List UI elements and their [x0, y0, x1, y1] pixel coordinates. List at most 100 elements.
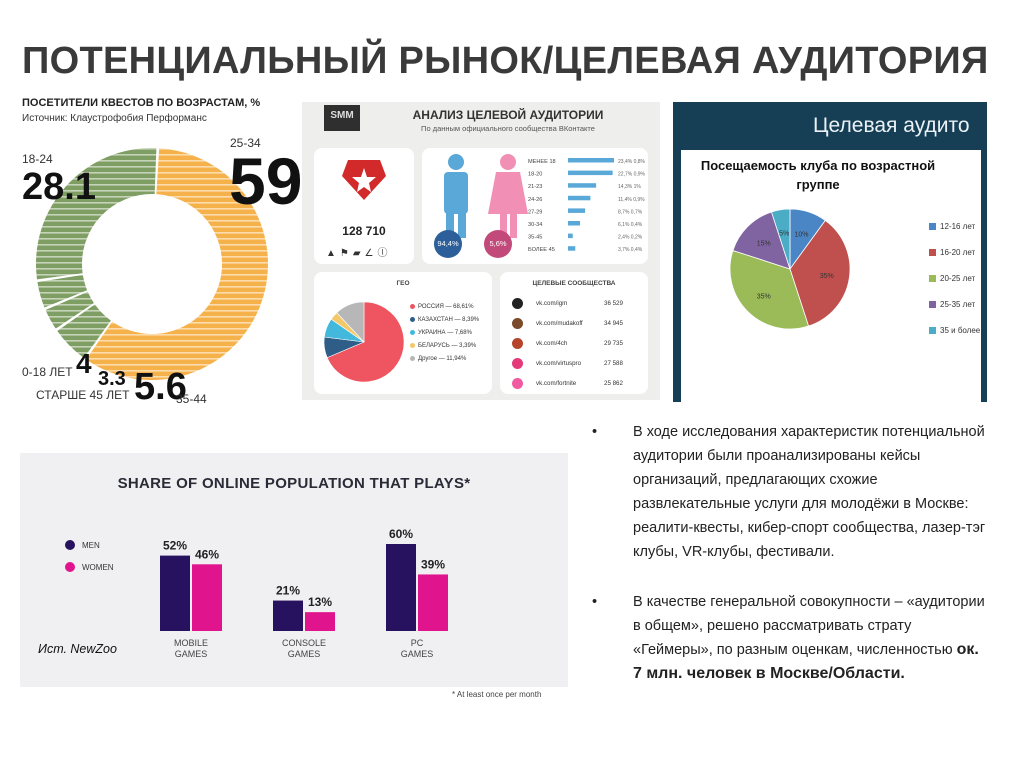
geo-legend-swatch	[410, 304, 415, 309]
community-avatar-icon	[512, 338, 523, 349]
geo-legend-item: БЕЛАРУСЬ — 3,39%	[410, 343, 492, 349]
share-footnote: * At least once per month	[452, 690, 542, 699]
community-avatar-icon	[512, 298, 523, 309]
age-bar-value: 8,7% 0,7%	[618, 209, 643, 215]
smm-audience-panel: SMM АНАЛИЗ ЦЕЛЕВОЙ АУДИТОРИИ По данным о…	[302, 102, 660, 400]
community-row: vk.com/4ch 29 735	[508, 334, 644, 354]
geo-pie-chart	[323, 301, 405, 383]
club-caption-line: население города, которое имеет доход св…	[729, 374, 957, 386]
geo-legend-item: Другое — 11,94%	[410, 356, 492, 362]
geo-card: ГЕО РОССИЯ — 68,61% КАЗАХСТАН — 8,39% УКРА…	[314, 272, 492, 394]
geo-legend-label: УКРАИНА — 7,68%	[418, 330, 472, 337]
share-legend-swatch	[65, 540, 75, 550]
female-head-icon	[500, 154, 516, 170]
community-avatar-icon	[512, 358, 523, 369]
club-legend-swatch	[929, 327, 936, 335]
age-bar-value: 23,4% 0,8%	[618, 159, 646, 165]
age-bar-label: МЕНЕЕ 18	[528, 159, 556, 165]
share-bar-value: 13%	[308, 595, 332, 609]
share-category-label: MOBILE	[174, 638, 208, 648]
age-bar	[568, 183, 597, 188]
geo-slice-4	[336, 301, 365, 343]
donut-value-25-34: 59	[229, 144, 303, 218]
share-bar-value: 60%	[389, 527, 413, 541]
club-heading: Целевая аудито	[813, 114, 970, 137]
donut-value-0-18: 4	[76, 348, 92, 379]
slide-title: ПОТЕНЦИАЛЬНЫЙ РЫНОК/ЦЕЛЕВАЯ АУДИТОРИЯ	[22, 40, 989, 82]
club-pie-label: 35%	[757, 293, 771, 300]
community-avatar-icon	[512, 378, 523, 389]
share-category-label: CONSOLE	[282, 638, 326, 648]
team-logo-icon	[342, 160, 386, 200]
age-bar-label: 24-26	[528, 197, 542, 203]
age-bar-value: 11,4% 0,9%	[618, 197, 645, 203]
community-row: vk.com/fortnite 25 862	[508, 374, 644, 394]
age-bar-label: 18-20	[528, 172, 542, 178]
geo-title: ГЕО	[396, 280, 410, 287]
club-caption-line: и дети, поэтому эта игра столь популярна…	[729, 353, 962, 365]
club-caption: Как мы видим, фактически в лазертаг игра…	[729, 328, 987, 391]
male-body-icon	[444, 172, 468, 214]
geo-legend-label: РОССИЯ — 68,61%	[418, 304, 474, 311]
club-legend-label: 12-16 лет	[940, 222, 976, 231]
share-bar-value: 39%	[421, 557, 445, 571]
club-pie-label: 5%	[779, 230, 789, 237]
share-bar	[386, 544, 416, 631]
online-share-panel: SHARE OF ONLINE POPULATION THAT PLAYS* M…	[20, 453, 568, 687]
age-bar-value: 2,4% 0,2%	[618, 235, 643, 241]
bullet-text: В качестве генеральной совокупности – «а…	[633, 594, 985, 658]
geo-slice-0	[326, 301, 405, 383]
geo-legend-item: РОССИЯ — 68,61%	[410, 304, 492, 310]
club-legend-label: 25-35 лет	[940, 300, 976, 309]
donut-chart-title: ПОСЕТИТЕЛИ КВЕСТОВ ПО ВОЗРАСТАМ, %	[22, 97, 261, 109]
community-row: vk.com/igm 36 529	[508, 294, 644, 314]
age-bar-value: 22,7% 0,9%	[618, 172, 646, 178]
geo-legend-label: КАЗАХСТАН — 8,39%	[418, 317, 480, 324]
geo-legend-swatch	[410, 330, 415, 336]
donut-value-35-44: 5.6	[134, 366, 187, 408]
community-row: vk.com/virtuspro 27 588	[508, 354, 644, 374]
club-legend-swatch	[929, 223, 936, 231]
share-legend-label: MEN	[82, 541, 100, 550]
age-bar-value: 6,1% 0,4%	[618, 222, 643, 228]
smm-title: АНАЛИЗ ЦЕЛЕВОЙ АУДИТОРИИ	[412, 108, 604, 122]
bullet-item: • В ходе исследования характеристик поте…	[592, 420, 992, 564]
donut-value-over-45: 3.3	[98, 368, 126, 390]
share-bar	[418, 574, 448, 631]
donut-label-over-45: СТАРШЕ 45 ЛЕТ	[36, 388, 130, 402]
community-avatar-icon	[512, 318, 523, 329]
share-bar-value: 46%	[195, 547, 219, 561]
club-legend-swatch	[929, 249, 936, 257]
followers-card: 128 710 ▲⚑▰∠ⓛ	[314, 148, 414, 264]
male-percent: 94,4%	[437, 239, 459, 248]
bullet-highlight: ок. 7 млн. человек в Москве/Области.	[633, 641, 979, 682]
age-bar	[568, 246, 576, 251]
share-bar-value: 52%	[163, 539, 187, 553]
donut-slice-2	[45, 291, 94, 329]
club-legend-item: 35 и более	[929, 326, 980, 335]
donut-label-18-24: 18-24	[22, 152, 53, 166]
share-legend-label: WOMEN	[82, 563, 114, 572]
donut-label-25-34: 25-34	[230, 136, 261, 150]
gender-age-card: 94,4% 5,6% МЕНЕЕ 18 23,4% 0,8% 18-20 22,7% …	[422, 148, 648, 264]
club-legend: 12-16 лет 16-20 лет 20-25 лет 25-35 лет 35 и…	[929, 222, 987, 362]
community-url: vk.com/fortnite	[536, 380, 577, 387]
club-pie-label: 35%	[820, 273, 834, 280]
community-members: 29 735	[604, 340, 623, 347]
age-bar	[568, 208, 586, 213]
donut-value-18-24: 28.1	[22, 166, 96, 208]
age-bar-label: 30-34	[528, 222, 542, 228]
age-bar-value: 3,7% 0,4%	[618, 247, 643, 253]
age-bar-value: 14,3% 1%	[618, 184, 641, 190]
club-legend-label: 16-20 лет	[940, 248, 976, 257]
share-category-label: GAMES	[175, 649, 208, 659]
geo-legend-label: Другое — 11,94%	[418, 356, 467, 363]
club-attendance-panel: Целевая аудито Посещаемость клуба по воз…	[673, 102, 987, 402]
club-legend-item: 16-20 лет	[929, 248, 975, 257]
donut-slice-4	[36, 148, 157, 280]
geo-legend-swatch	[410, 356, 415, 362]
community-row: vk.com/mudakoff 34 945	[508, 314, 644, 334]
age-bar	[568, 195, 591, 201]
share-category-label: GAMES	[401, 649, 434, 659]
bullet-dot-icon: •	[592, 594, 598, 610]
